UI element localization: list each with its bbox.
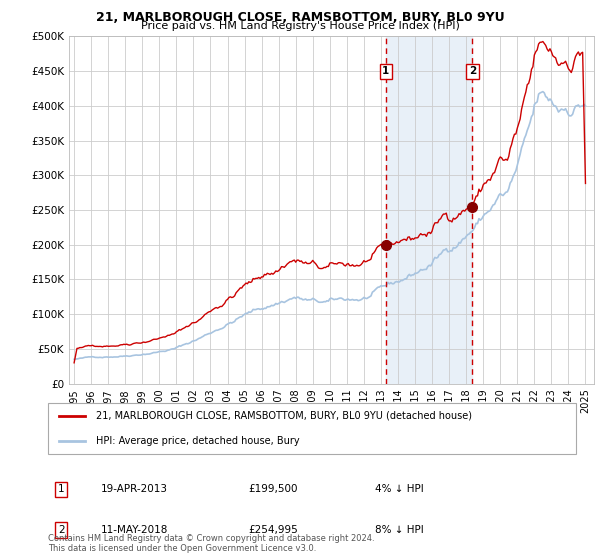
Text: 21, MARLBOROUGH CLOSE, RAMSBOTTOM, BURY, BL0 9YU (detached house): 21, MARLBOROUGH CLOSE, RAMSBOTTOM, BURY,… [95,411,472,421]
Text: 4% ↓ HPI: 4% ↓ HPI [376,484,424,494]
Text: 2: 2 [58,525,65,535]
Text: 21, MARLBOROUGH CLOSE, RAMSBOTTOM, BURY, BL0 9YU: 21, MARLBOROUGH CLOSE, RAMSBOTTOM, BURY,… [95,11,505,24]
FancyBboxPatch shape [48,403,576,454]
Text: 1: 1 [382,66,389,76]
Text: 2: 2 [469,66,476,76]
Text: HPI: Average price, detached house, Bury: HPI: Average price, detached house, Bury [95,436,299,446]
Text: £254,995: £254,995 [248,525,298,535]
Text: Contains HM Land Registry data © Crown copyright and database right 2024.
This d: Contains HM Land Registry data © Crown c… [48,534,374,553]
Text: £199,500: £199,500 [248,484,298,494]
Text: 1: 1 [58,484,65,494]
Bar [386,36,472,384]
Text: 19-APR-2013: 19-APR-2013 [101,484,168,494]
Text: 11-MAY-2018: 11-MAY-2018 [101,525,168,535]
Text: Price paid vs. HM Land Registry's House Price Index (HPI): Price paid vs. HM Land Registry's House … [140,21,460,31]
Text: 8% ↓ HPI: 8% ↓ HPI [376,525,424,535]
